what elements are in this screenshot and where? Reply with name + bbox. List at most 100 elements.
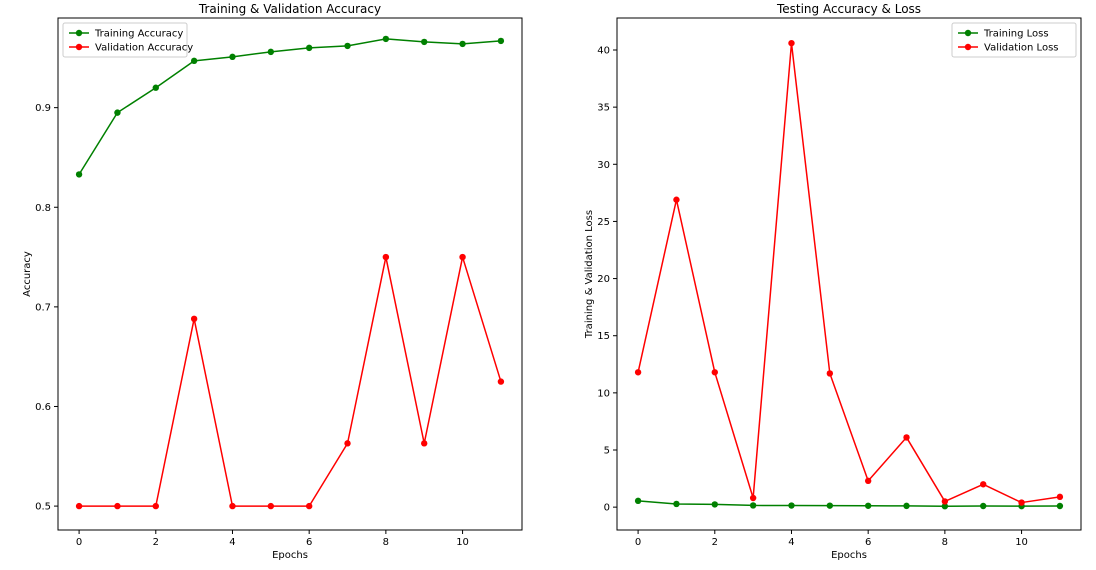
y-tick-label: 30 — [597, 160, 610, 171]
data-point — [1018, 499, 1025, 506]
data-point — [305, 502, 313, 510]
y-tick-label: 15 — [597, 331, 610, 342]
data-point — [711, 501, 718, 508]
data-point — [344, 440, 351, 447]
legend-label: Training Accuracy — [94, 29, 183, 40]
legend-marker — [75, 43, 83, 51]
legend: Training Loss Validation Loss — [951, 22, 1077, 58]
data-point — [980, 502, 987, 510]
data-point — [711, 369, 718, 376]
legend-box — [951, 22, 1077, 58]
data-point — [459, 40, 466, 48]
data-point — [75, 171, 83, 178]
data-point — [1056, 493, 1064, 501]
data-point — [864, 477, 872, 485]
x-tick-label: 6 — [865, 537, 871, 548]
data-point — [864, 502, 872, 509]
x-tick-label: 10 — [456, 537, 469, 548]
data-point — [941, 498, 949, 505]
x-tick-label: 4 — [788, 537, 794, 548]
series-validation-accuracy — [75, 253, 505, 510]
legend-label: Validation Accuracy — [95, 43, 193, 54]
data-point — [421, 440, 428, 447]
chart-title: Training & Validation Accuracy — [198, 2, 381, 16]
data-point — [673, 500, 680, 508]
legend-marker — [964, 43, 972, 51]
data-point — [634, 369, 642, 376]
data-point — [941, 503, 949, 510]
data-point — [788, 39, 795, 47]
chart-1: Testing Accuracy & Loss 0 2 4 6 8 10 0 5 10 15 20 25… — [584, 2, 1082, 561]
y-tick-label: 0.5 — [35, 502, 51, 513]
chart-title: Testing Accuracy & Loss — [776, 2, 921, 16]
data-point — [382, 35, 390, 43]
data-point — [497, 37, 505, 45]
data-point — [152, 502, 159, 510]
y-tick-label: 20 — [597, 274, 610, 285]
data-point — [749, 494, 757, 502]
data-point — [267, 48, 275, 56]
series-validation-loss — [634, 39, 1064, 506]
data-point — [1056, 502, 1064, 510]
legend: Training Accuracy Validation Accuracy — [62, 22, 193, 58]
data-point — [75, 502, 83, 510]
series-line — [637, 42, 1061, 504]
y-tick-label: 10 — [597, 388, 610, 399]
data-point — [152, 84, 159, 91]
x-tick-label: 4 — [229, 537, 235, 548]
y-tick-label: 35 — [597, 103, 610, 114]
x-tick-label: 0 — [635, 537, 641, 548]
data-point — [190, 315, 198, 323]
data-point — [903, 502, 910, 510]
data-point — [114, 502, 121, 510]
legend-box — [62, 22, 188, 58]
series-line — [638, 500, 1060, 507]
series-line — [79, 256, 502, 507]
legend-marker — [75, 29, 83, 37]
data-point — [634, 497, 642, 505]
x-tick-label: 8 — [383, 537, 389, 548]
y-tick-label: 0 — [604, 503, 610, 514]
y-tick-label: 0.8 — [35, 203, 51, 214]
x-axis-label: Epochs — [831, 550, 867, 561]
data-point — [344, 42, 351, 50]
data-point — [229, 53, 236, 61]
data-point — [229, 502, 236, 510]
data-point — [497, 378, 505, 385]
y-tick-label: 40 — [597, 46, 610, 57]
chart-0: Training & Validation Accuracy 0 2 4 6 8 10 0.5… — [22, 2, 523, 561]
data-point — [305, 44, 313, 52]
data-point — [421, 38, 428, 46]
y-tick-label: 0.6 — [35, 402, 51, 413]
x-axis-label: Epochs — [272, 550, 308, 561]
y-tick-label: 0.7 — [35, 302, 51, 313]
y-tick-label: 0.9 — [35, 103, 51, 114]
x-tick-label: 2 — [153, 537, 159, 548]
data-point — [903, 434, 910, 441]
y-axis-label: Accuracy — [22, 251, 33, 297]
x-tick-label: 8 — [942, 537, 948, 548]
x-tick-label: 0 — [76, 537, 82, 548]
data-point — [826, 370, 834, 377]
data-point — [459, 253, 466, 261]
x-tick-label: 6 — [306, 537, 312, 548]
data-point — [826, 502, 834, 509]
data-point — [980, 481, 987, 488]
legend-label: Validation Loss — [984, 43, 1059, 54]
plot-area — [616, 17, 1082, 531]
data-point — [267, 502, 275, 510]
data-point — [749, 502, 757, 509]
legend-label: Training Loss — [983, 29, 1049, 40]
series-training-accuracy — [75, 35, 505, 178]
data-point — [673, 196, 680, 203]
series-training-loss — [634, 497, 1064, 510]
series-line — [78, 38, 501, 175]
y-tick-label: 25 — [597, 217, 610, 228]
legend-marker — [964, 29, 972, 37]
y-axis-label: Training & Validation Loss — [584, 210, 595, 339]
data-point — [382, 253, 390, 261]
x-tick-label: 2 — [712, 537, 718, 548]
data-point — [190, 57, 198, 65]
plot-area — [57, 17, 523, 531]
